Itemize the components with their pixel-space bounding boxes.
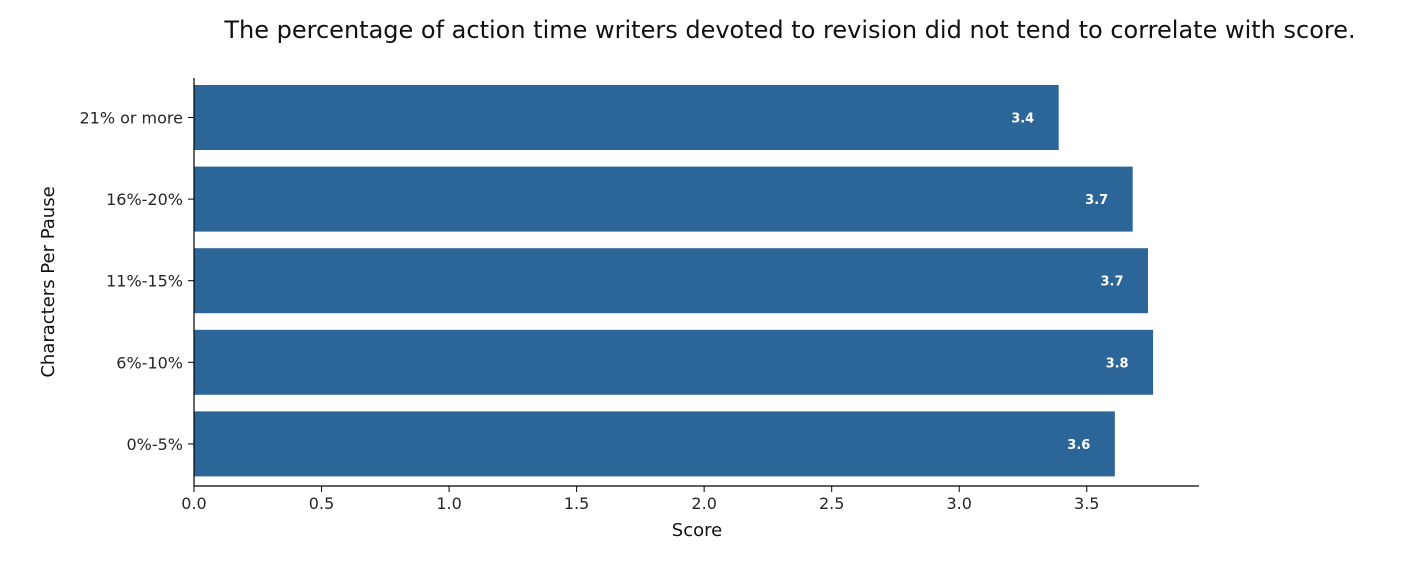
y-tick-label: 11%-15% <box>106 272 183 291</box>
x-tick-label: 3.0 <box>947 494 972 513</box>
y-axis-ticks: 21% or more 16%-20% 11%-15% 6%-10% 0%-5% <box>79 109 194 454</box>
bar <box>194 411 1115 477</box>
y-tick-label: 0%-5% <box>126 435 183 454</box>
bar-value-label: 3.4 <box>1011 112 1034 127</box>
bar <box>194 248 1148 314</box>
y-tick-label: 16%-20% <box>106 190 183 209</box>
bar <box>194 329 1154 395</box>
x-tick-label: 3.5 <box>1074 494 1099 513</box>
x-axis-ticks: 0.0 0.5 1.0 1.5 2.0 2.5 3.0 3.5 <box>181 486 1099 513</box>
chart-title: The percentage of action time writers de… <box>223 16 1355 44</box>
x-tick-label: 1.0 <box>436 494 461 513</box>
bar-labels-group: 3.4 3.7 3.7 3.8 3.6 <box>1011 112 1128 453</box>
x-tick-label: 2.0 <box>691 494 716 513</box>
x-tick-label: 0.5 <box>309 494 334 513</box>
bar-value-label: 3.6 <box>1067 438 1090 453</box>
x-axis-label: Score <box>672 520 722 541</box>
y-tick-label: 21% or more <box>79 109 183 128</box>
bar <box>194 166 1133 232</box>
y-axis-label: Characters Per Pause <box>38 186 59 377</box>
x-tick-label: 0.0 <box>181 494 206 513</box>
bar-value-label: 3.7 <box>1085 193 1108 208</box>
bars-group <box>194 85 1154 477</box>
x-tick-label: 1.5 <box>564 494 589 513</box>
x-tick-label: 2.5 <box>819 494 844 513</box>
bar <box>194 85 1059 150</box>
bar-value-label: 3.7 <box>1100 275 1123 290</box>
y-tick-label: 6%-10% <box>116 353 183 372</box>
bar-value-label: 3.8 <box>1106 356 1129 371</box>
